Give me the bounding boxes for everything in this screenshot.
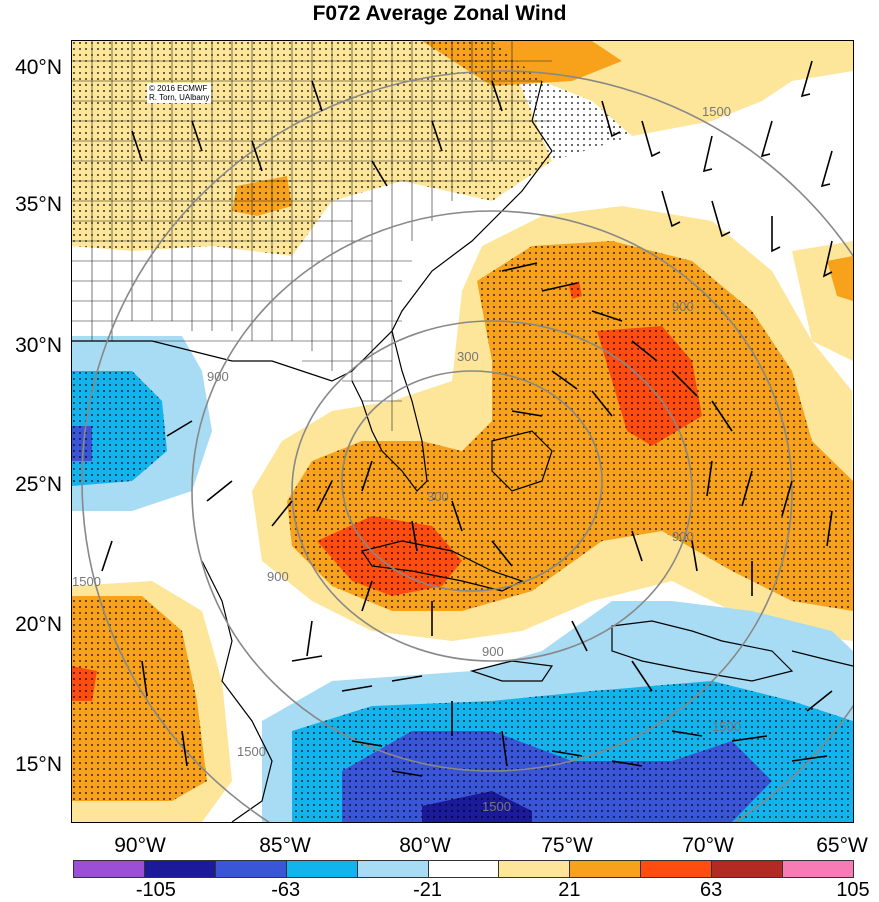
colorbar-segment [427,860,500,878]
credit-text: © 2016 ECMWF R. Torn, UAlbany [147,83,212,103]
political-boundaries [72,41,552,431]
colorbar-segment [143,860,216,878]
colorbar-segment [498,860,571,878]
colorbar [73,860,854,878]
colorbar-tick-label: -21 [413,879,442,901]
lat-label: 25°N [15,473,62,496]
contour-label: 1500 [237,744,266,759]
shaded-zonal-wind [72,41,853,822]
contour-label: 900 [672,529,694,544]
credit-line: R. Torn, UAlbany [149,93,210,102]
lat-label: 40°N [15,56,62,79]
contour-label: 900 [267,569,289,584]
colorbar-tick-label: 63 [700,879,723,901]
colorbar-tick-label: 105 [836,879,870,901]
contour-label: 1500 [712,719,741,734]
coastlines [72,80,853,822]
lon-label: 75°W [541,834,593,857]
credit-line: © 2016 ECMWF [149,84,208,93]
colorbar-segment [285,860,358,878]
lat-label: 15°N [15,753,62,776]
colorbar-segment [711,860,784,878]
map-panel: 1500 300 900 300 900 900 900 900 1500 15… [71,40,854,823]
colorbar-tick-label: 21 [558,879,581,901]
lat-label: 30°N [15,334,62,357]
contour-label: 900 [482,644,504,659]
colorbar-tick-label: -105 [135,879,176,901]
lat-label: 35°N [15,193,62,216]
colorbar-segment [73,860,145,878]
contour-label: 900 [207,369,229,384]
colorbar-segment [214,860,287,878]
contour-label: 1500 [702,104,731,119]
contour-label: 1500 [72,574,101,589]
colorbar-tick-label: -63 [271,879,301,901]
lat-label: 20°N [15,613,62,636]
contour-label: 900 [672,299,694,314]
contour-label: 1500 [482,799,511,814]
contour-labels: 1500 300 900 300 900 900 900 900 1500 15… [72,104,741,814]
colorbar-segment [782,860,854,878]
colorbar-segment [569,860,642,878]
contour-label: 300 [427,489,449,504]
lon-label: 65°W [816,834,868,857]
colorbar-segment [640,860,713,878]
lon-label: 80°W [399,834,451,857]
height-contours [81,70,853,822]
colorbar-segment [356,860,429,878]
contour-label: 300 [457,349,479,364]
wind-map: 1500 300 900 300 900 900 900 900 1500 15… [72,41,853,822]
lon-label: 90°W [114,834,166,857]
map-title: F072 Average Zonal Wind [312,2,567,25]
wind-barbs [101,60,833,777]
lon-label: 70°W [682,834,734,857]
lon-label: 85°W [259,834,311,857]
